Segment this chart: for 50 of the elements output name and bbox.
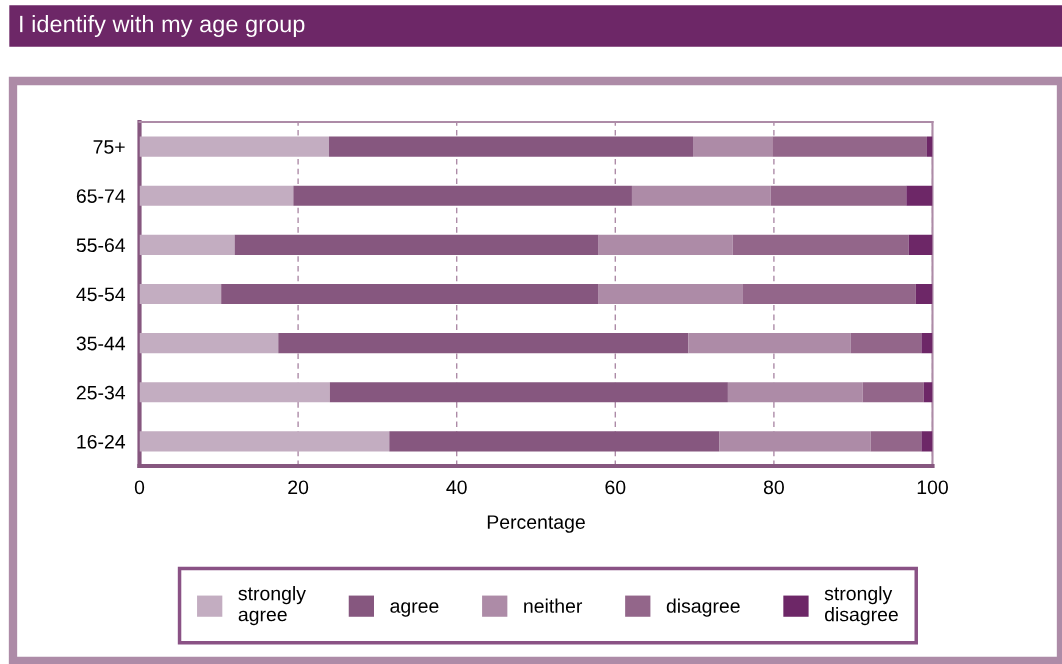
bar bbox=[908, 234, 933, 255]
bar bbox=[139, 333, 279, 354]
bar bbox=[850, 333, 922, 354]
bar bbox=[742, 283, 916, 305]
legend-label: agree bbox=[390, 602, 439, 617]
chart-title: I identify with my age group bbox=[20, 15, 305, 38]
x-tick-label: 20 bbox=[288, 480, 309, 495]
bar bbox=[926, 136, 933, 157]
y-tick-label: 25-34 bbox=[76, 385, 126, 400]
bar bbox=[221, 283, 599, 305]
legend-label: strongly disagree bbox=[824, 586, 898, 626]
bar bbox=[139, 185, 294, 206]
bar bbox=[234, 234, 599, 255]
legend-label: strongly agree bbox=[238, 586, 306, 626]
x-axis-title: Percentage bbox=[487, 515, 585, 533]
bar bbox=[693, 136, 773, 157]
x-tick-label: 80 bbox=[763, 480, 784, 495]
bar bbox=[139, 431, 390, 452]
y-tick-label: 16-24 bbox=[77, 434, 126, 449]
bar bbox=[329, 136, 694, 157]
bar bbox=[389, 431, 720, 452]
bar bbox=[139, 136, 330, 157]
bar bbox=[923, 382, 933, 403]
bar bbox=[921, 431, 933, 452]
bar bbox=[915, 283, 933, 305]
y-tick-label: 65-74 bbox=[76, 189, 126, 203]
bar bbox=[139, 283, 222, 305]
bar bbox=[870, 431, 922, 452]
y-tick-label: 75+ bbox=[93, 140, 125, 154]
bar bbox=[732, 234, 909, 255]
bar bbox=[631, 185, 771, 206]
x-tick-label: 40 bbox=[446, 480, 467, 495]
x-tick-label: 100 bbox=[917, 480, 948, 495]
bar bbox=[139, 234, 235, 255]
bar bbox=[921, 333, 933, 354]
y-tick-label: 35-44 bbox=[76, 336, 126, 351]
bar bbox=[770, 185, 907, 206]
y-tick-label: 55-64 bbox=[76, 238, 126, 253]
legend-label: neither bbox=[524, 598, 583, 613]
bar bbox=[329, 382, 728, 403]
bar bbox=[772, 136, 927, 157]
legend-label: disagree bbox=[666, 598, 740, 617]
x-tick-label: 0 bbox=[134, 480, 145, 495]
bar bbox=[906, 185, 933, 206]
bar bbox=[139, 382, 330, 403]
y-tick-label: 45-54 bbox=[76, 287, 126, 302]
bar bbox=[278, 333, 689, 354]
bar bbox=[862, 382, 924, 403]
x-tick-label: 60 bbox=[605, 480, 626, 495]
bar bbox=[293, 185, 632, 206]
